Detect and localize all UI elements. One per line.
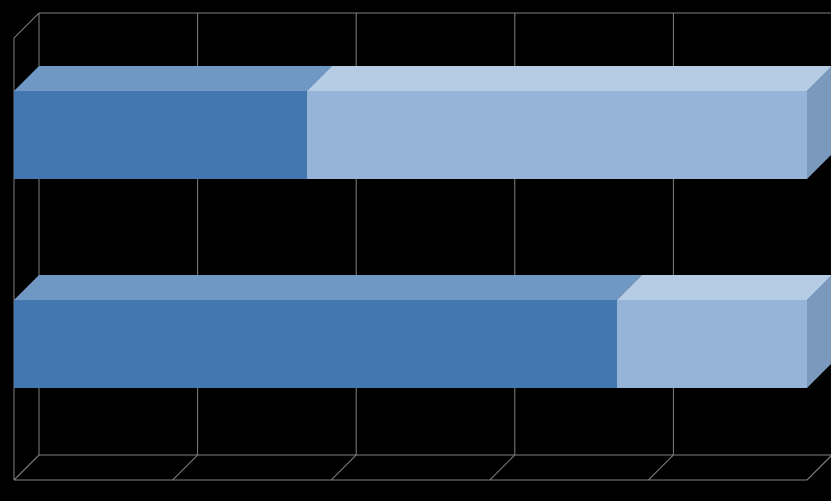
bar-2-seg2-front [617, 300, 807, 388]
bar-1-seg2-top [307, 66, 831, 91]
bar-2-seg2-top [617, 275, 831, 300]
stacked-bar-3d-chart [0, 0, 831, 501]
bars-layer [0, 0, 831, 501]
bar-1-seg2-front [307, 91, 807, 179]
bar-2-seg1-top [14, 275, 642, 300]
bar-2-seg1-front [14, 300, 617, 388]
bar-1-seg1-top [14, 66, 332, 91]
bar-1-seg1-front [14, 91, 307, 179]
